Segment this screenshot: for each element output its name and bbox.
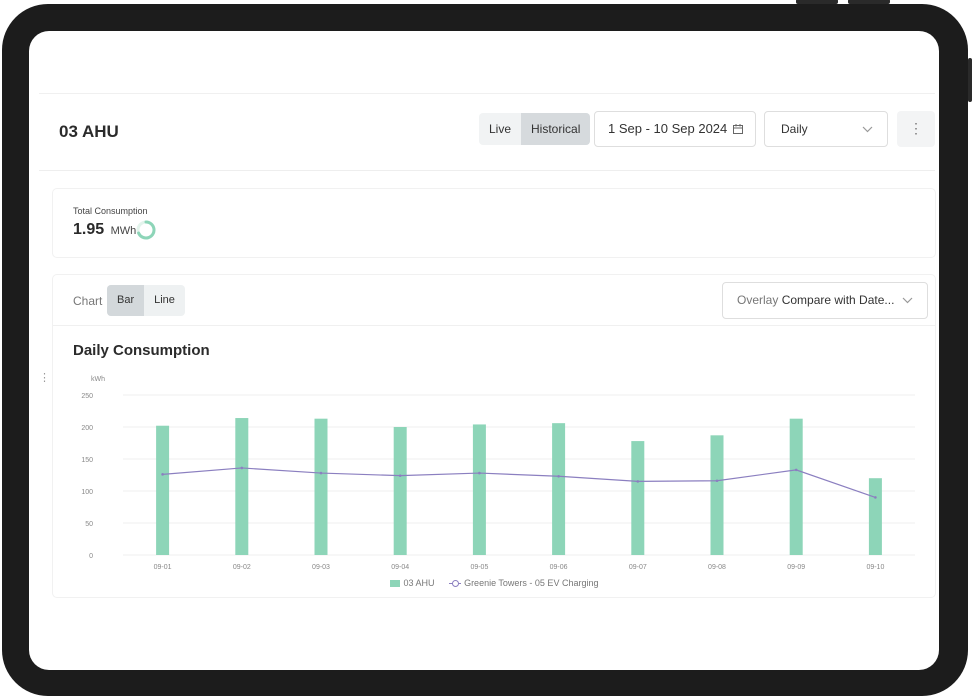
bar-09-06 — [552, 423, 566, 555]
legend-bar-label: 03 AHU — [403, 578, 435, 588]
bar-09-09 — [789, 418, 803, 555]
y-tick-label: 250 — [81, 393, 93, 400]
total-consumption-label: Total Consumption — [73, 206, 148, 216]
line-point-09-05 — [478, 471, 481, 475]
overlay-label: Overlay — [737, 293, 779, 307]
chart-toolbar: Chart Bar Line Overlay Compare with Date… — [53, 275, 935, 326]
tablet-side-button — [968, 58, 972, 102]
bar-09-05 — [472, 424, 486, 555]
overlay-select[interactable]: Overlay Compare with Date... — [722, 282, 928, 319]
x-tick-label: 09-02 — [233, 564, 251, 571]
date-range-value: 1 Sep - 10 Sep 2024 — [608, 121, 728, 136]
loading-ring-icon — [136, 220, 156, 240]
daily-consumption-chart: kWh 0 50 100 150 200 250 09-01 09-02 09-03 09-04 09… — [81, 376, 915, 571]
bar-09-07 — [631, 441, 645, 555]
chart-legend: 03 AHU Greenie Towers - 05 EV Charging — [53, 578, 935, 588]
mode-toggle: Live Historical — [479, 113, 591, 145]
total-consumption-value: 1.95 MWh — [73, 221, 136, 239]
line-point-09-06 — [557, 474, 560, 478]
line-point-09-10 — [874, 496, 877, 499]
x-tick-label: 09-08 — [708, 564, 726, 571]
legend-item-line[interactable]: Greenie Towers - 05 EV Charging — [449, 578, 598, 588]
total-value-unit: MWh — [110, 225, 137, 237]
legend-line-label: Greenie Towers - 05 EV Charging — [464, 578, 599, 588]
line-point-09-02 — [240, 466, 244, 470]
page-title: 03 AHU — [59, 122, 119, 141]
x-tick-label: 09-06 — [550, 564, 568, 571]
chart-type-toggle: Bar Line — [107, 285, 185, 316]
legend-bar-swatch — [389, 580, 400, 588]
mode-historical-button[interactable]: Historical — [521, 113, 591, 145]
more-vertical-icon: ⋮ — [909, 120, 923, 136]
x-tick-label: 09-10 — [866, 564, 884, 571]
chart-card: Chart Bar Line Overlay Compare with Date… — [53, 275, 935, 597]
overlay-value: Compare with Date... — [781, 293, 895, 307]
x-tick-label: 09-09 — [787, 564, 805, 571]
total-value-number: 1.95 — [73, 221, 105, 238]
y-tick-label: 200 — [81, 425, 93, 432]
line-point-09-09 — [794, 468, 798, 472]
x-tick-label: 09-07 — [629, 564, 647, 571]
calendar-icon — [733, 112, 743, 146]
screen: ⋮ 03 AHU Live Historical 1 Sep - 10 Sep … — [29, 31, 939, 670]
chevron-down-icon — [896, 283, 913, 318]
tablet-button — [848, 0, 890, 4]
line-series-ev-charging — [162, 467, 876, 498]
page-header: 03 AHU Live Historical 1 Sep - 10 Sep 20… — [39, 93, 935, 171]
interval-value: Daily — [781, 122, 808, 136]
y-tick-label: 100 — [81, 489, 93, 496]
drag-handle[interactable]: ⋮ — [39, 372, 50, 384]
legend-line-swatch — [449, 579, 462, 588]
x-tick-label: 09-03 — [312, 564, 330, 571]
x-tick-label: 09-01 — [154, 564, 172, 571]
y-tick-label: 150 — [81, 457, 93, 464]
line-point-09-01 — [161, 473, 164, 476]
chart-type-label: Chart — [73, 294, 103, 308]
chevron-down-icon — [862, 112, 873, 146]
line-point-09-04 — [398, 474, 402, 477]
bar-09-03 — [314, 418, 328, 555]
y-tick-label: 0 — [89, 553, 93, 560]
line-point-09-08 — [715, 479, 719, 483]
tablet-button — [796, 0, 838, 4]
x-tick-label: 09-05 — [470, 564, 488, 571]
mode-live-button[interactable]: Live — [489, 122, 512, 136]
chart-type-bar-button[interactable]: Bar — [107, 285, 145, 316]
chart-type-line-button[interactable]: Line — [154, 294, 175, 306]
line-point-09-03 — [319, 471, 323, 475]
legend-item-bar[interactable]: 03 AHU — [389, 578, 435, 588]
x-tick-label: 09-04 — [391, 564, 409, 571]
line-point-09-07 — [636, 480, 640, 483]
total-consumption-card: Total Consumption 1.95 MWh — [53, 189, 935, 257]
y-axis-unit-label: kWh — [91, 376, 105, 383]
bar-09-04 — [393, 427, 407, 555]
bar-09-08 — [710, 435, 724, 555]
bar-09-01 — [156, 425, 170, 555]
date-range-picker[interactable]: 1 Sep - 10 Sep 2024 — [594, 111, 756, 147]
more-options-button[interactable]: ⋮ — [897, 111, 935, 147]
chart-title: Daily Consumption — [73, 342, 210, 359]
bar-09-02 — [235, 418, 249, 555]
interval-select[interactable]: Daily — [764, 111, 888, 147]
y-tick-label: 50 — [85, 521, 93, 528]
bar-09-10 — [868, 478, 882, 555]
